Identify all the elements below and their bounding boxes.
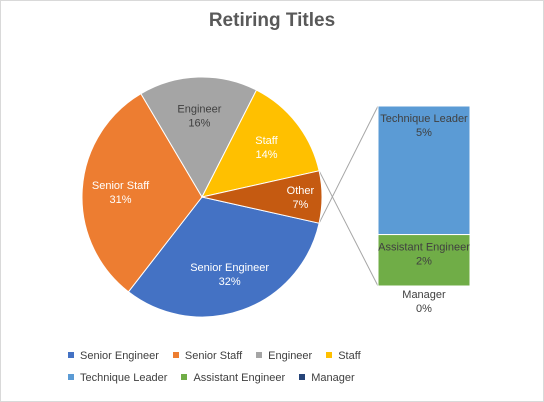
legend-item-manager: Manager xyxy=(299,372,355,384)
bar-label-technique-leader: Technique Leader xyxy=(380,113,468,125)
legend-label-manager: Manager xyxy=(311,372,355,384)
chart-title: Retiring Titles xyxy=(208,10,336,31)
legend-swatch-assistant-engineer xyxy=(181,374,188,381)
legend-item-engineer: Engineer xyxy=(256,350,312,362)
pie-slice-staff xyxy=(201,89,320,198)
chart-legend: Senior Engineer Senior Staff Engineer Staff… xyxy=(68,350,488,394)
legend-row-1: Senior Engineer Senior Staff Engineer Staff xyxy=(68,350,488,372)
pie-label-engineer: Engineer xyxy=(177,103,221,115)
bar-label-assistant-engineer: Assistant Engineer xyxy=(378,242,470,254)
pie-value-engineer: 16% xyxy=(188,117,210,129)
legend-label-senior-engineer: Senior Engineer xyxy=(80,350,159,362)
legend-item-senior-staff: Senior Staff xyxy=(172,350,243,362)
legend-item-assistant-engineer: Assistant Engineer xyxy=(181,372,285,384)
legend-item-technique-leader: Technique Leader xyxy=(68,372,167,384)
pie-label-other: Other xyxy=(287,185,315,197)
pie-value-senior-engineer: 32% xyxy=(219,276,241,288)
pie-label-senior-staff: Senior Staff xyxy=(92,180,150,192)
pie-slice-senior-staff xyxy=(81,93,203,293)
pie-label-senior-engineer: Senior Engineer xyxy=(190,262,269,274)
bar-value-manager: 0% xyxy=(416,303,432,315)
legend-swatch-senior-engineer xyxy=(68,352,74,359)
pie-slice-senior-engineer xyxy=(127,196,320,318)
pie-value-staff: 14% xyxy=(255,149,277,161)
pie-label-staff: Staff xyxy=(255,135,278,147)
pie-slice-engineer xyxy=(140,76,258,199)
legend-label-senior-staff: Senior Staff xyxy=(184,350,243,362)
pie-value-senior-staff: 31% xyxy=(110,194,132,206)
pie-value-other: 7% xyxy=(292,199,308,211)
legend-item-staff: Staff xyxy=(326,350,361,362)
bar-segment-assistant-engineer xyxy=(377,234,471,287)
bar-label-manager: Manager xyxy=(402,289,446,301)
legend-swatch-staff xyxy=(326,352,333,359)
legend-row-2: Technique Leader Assistant Engineer Manage… xyxy=(68,372,488,394)
legend-swatch-technique-leader xyxy=(68,374,74,381)
legend-swatch-engineer xyxy=(256,352,263,359)
legend-label-assistant-engineer: Assistant Engineer xyxy=(193,372,286,384)
legend-swatch-manager xyxy=(299,374,306,381)
legend-label-staff: Staff xyxy=(338,350,361,362)
bar-value-assistant-engineer: 2% xyxy=(416,256,432,268)
legend-swatch-senior-staff xyxy=(172,352,179,359)
connector-line-top xyxy=(318,105,379,224)
bar-value-technique-leader: 5% xyxy=(416,127,432,139)
pie-slice-other xyxy=(201,170,323,224)
legend-item-senior-engineer: Senior Engineer xyxy=(68,350,159,362)
legend-label-technique-leader: Technique Leader xyxy=(80,372,168,384)
connector-line-bottom xyxy=(318,170,379,287)
legend-label-engineer: Engineer xyxy=(268,350,313,362)
bar-segment-technique-leader xyxy=(377,105,471,236)
